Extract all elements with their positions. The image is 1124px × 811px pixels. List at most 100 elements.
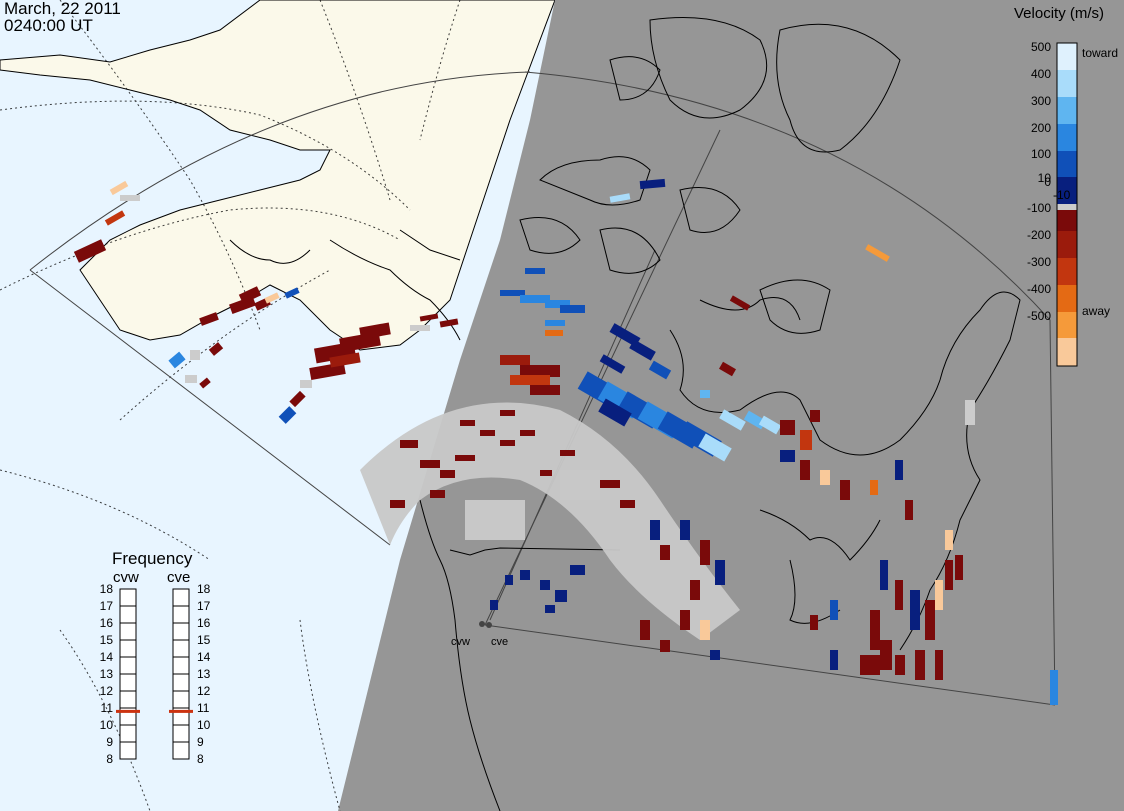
frequency-scale-label-right: 18 <box>197 582 211 596</box>
velocity-cell <box>190 350 200 360</box>
land-daylight <box>0 0 556 351</box>
frequency-scale-label-left: 16 <box>99 616 113 630</box>
velocity-cell <box>439 318 459 328</box>
frequency-scale-label-right: 10 <box>197 718 211 732</box>
velocity-cell <box>329 352 361 368</box>
frequency-scale-label-right: 17 <box>197 599 211 613</box>
velocity-cell <box>629 339 656 361</box>
frequency-scale-label-right: 8 <box>197 752 204 766</box>
velocity-cell <box>480 430 495 436</box>
velocity-cell <box>545 605 555 613</box>
velocity-cell <box>648 360 672 380</box>
frequency-bin <box>172 656 190 675</box>
velocity-cell <box>840 480 850 500</box>
velocity-cell <box>419 313 439 322</box>
colorbar-segment <box>1057 338 1077 366</box>
frequency-scale-label-left: 15 <box>99 633 113 647</box>
velocity-cell <box>700 540 710 565</box>
frequency-scale-label-right: 13 <box>197 667 211 681</box>
colorbar-tick-label: 400 <box>1030 67 1051 81</box>
radar-sites <box>479 621 492 628</box>
velocity-cell <box>109 180 129 196</box>
velocity-cell <box>500 290 525 296</box>
frequency-scale-label-right: 16 <box>197 616 211 630</box>
colorbar-tick-label: 0 <box>1044 175 1051 189</box>
velocity-cell <box>120 195 140 201</box>
frequency-scale-label-left: 10 <box>99 718 113 732</box>
colorbar-segment <box>1057 70 1077 97</box>
colorbar-segment <box>1057 210 1077 231</box>
coastlines <box>229 17 1021 811</box>
frequency-title: Frequency <box>112 549 193 568</box>
frequency-scale-label-right: 14 <box>197 650 211 664</box>
frequency-bin <box>119 656 137 675</box>
frequency-scale-label-right: 9 <box>197 735 204 749</box>
frequency-bin <box>172 741 190 760</box>
velocity-cell <box>700 390 710 398</box>
velocity-cell <box>560 450 575 456</box>
colorbar-tick-label: 100 <box>1030 147 1051 161</box>
frequency-bin <box>172 588 190 607</box>
frequency-scale-label-left: 18 <box>99 582 113 596</box>
frequency-radar-cvw-label: cvw <box>113 569 139 586</box>
colorbar-tick-label: -10 <box>1053 188 1071 202</box>
frequency-marker <box>169 709 193 713</box>
colorbar-tick-label: -200 <box>1026 228 1051 242</box>
colorbar-tick-label: 200 <box>1030 121 1051 135</box>
velocity-cell <box>199 312 219 326</box>
frequency-scale-label-right: 11 <box>197 701 210 715</box>
frequency-bin <box>119 724 137 743</box>
colorbar-tick-label: -100 <box>1026 201 1051 215</box>
velocity-cell <box>620 500 635 508</box>
colorbar-segment <box>1057 124 1077 151</box>
velocity-cell <box>73 239 107 263</box>
frequency-bin <box>172 690 190 709</box>
velocity-cell <box>530 385 560 395</box>
frequency-bin <box>119 673 137 692</box>
colorbar-segment <box>1057 43 1077 70</box>
colorbar-tick-label: -300 <box>1026 255 1051 269</box>
velocity-cell <box>910 590 920 630</box>
velocity-cell <box>420 460 440 468</box>
velocity-cell <box>555 590 567 602</box>
velocity-cell <box>440 470 455 478</box>
velocity-cell <box>830 650 838 670</box>
velocity-cell <box>168 351 186 369</box>
velocity-cell <box>870 610 880 650</box>
frequency-bin <box>172 724 190 743</box>
velocity-cell <box>880 640 892 670</box>
velocity-cell <box>545 300 570 308</box>
velocity-cell <box>700 620 710 640</box>
colorbar-tick-label: 10 <box>1037 171 1051 185</box>
frequency-bin <box>172 673 190 692</box>
site-marker-cvw <box>479 621 485 627</box>
velocity-cell <box>545 330 563 336</box>
velocity-cell <box>955 555 963 580</box>
velocity-cell <box>520 430 535 436</box>
colorbar-segment <box>1057 204 1077 210</box>
velocity-cell <box>680 610 690 630</box>
velocity-cell <box>719 409 746 431</box>
velocity-cell <box>945 530 953 550</box>
velocity-cell <box>540 470 552 476</box>
velocity-cell <box>185 375 197 383</box>
velocity-cell <box>540 580 550 590</box>
velocity-cell <box>865 244 890 262</box>
frequency-bin <box>172 605 190 624</box>
velocity-cell <box>460 420 475 426</box>
velocity-cell <box>199 377 211 389</box>
colorbar-away-label: away <box>1082 304 1111 318</box>
frequency-radar-cve-label: cve <box>167 569 191 586</box>
velocity-cell <box>609 193 631 203</box>
frequency-scale-label-left: 12 <box>99 684 113 698</box>
velocity-cell <box>599 354 626 374</box>
velocity-cell <box>650 520 660 540</box>
frequency-bin <box>119 690 137 709</box>
frequency-marker <box>116 709 140 713</box>
velocity-cell <box>609 323 641 347</box>
frequency-bin <box>119 588 137 607</box>
velocity-cell <box>300 380 312 388</box>
velocity-cell <box>500 355 530 365</box>
velocity-cell <box>525 268 545 274</box>
